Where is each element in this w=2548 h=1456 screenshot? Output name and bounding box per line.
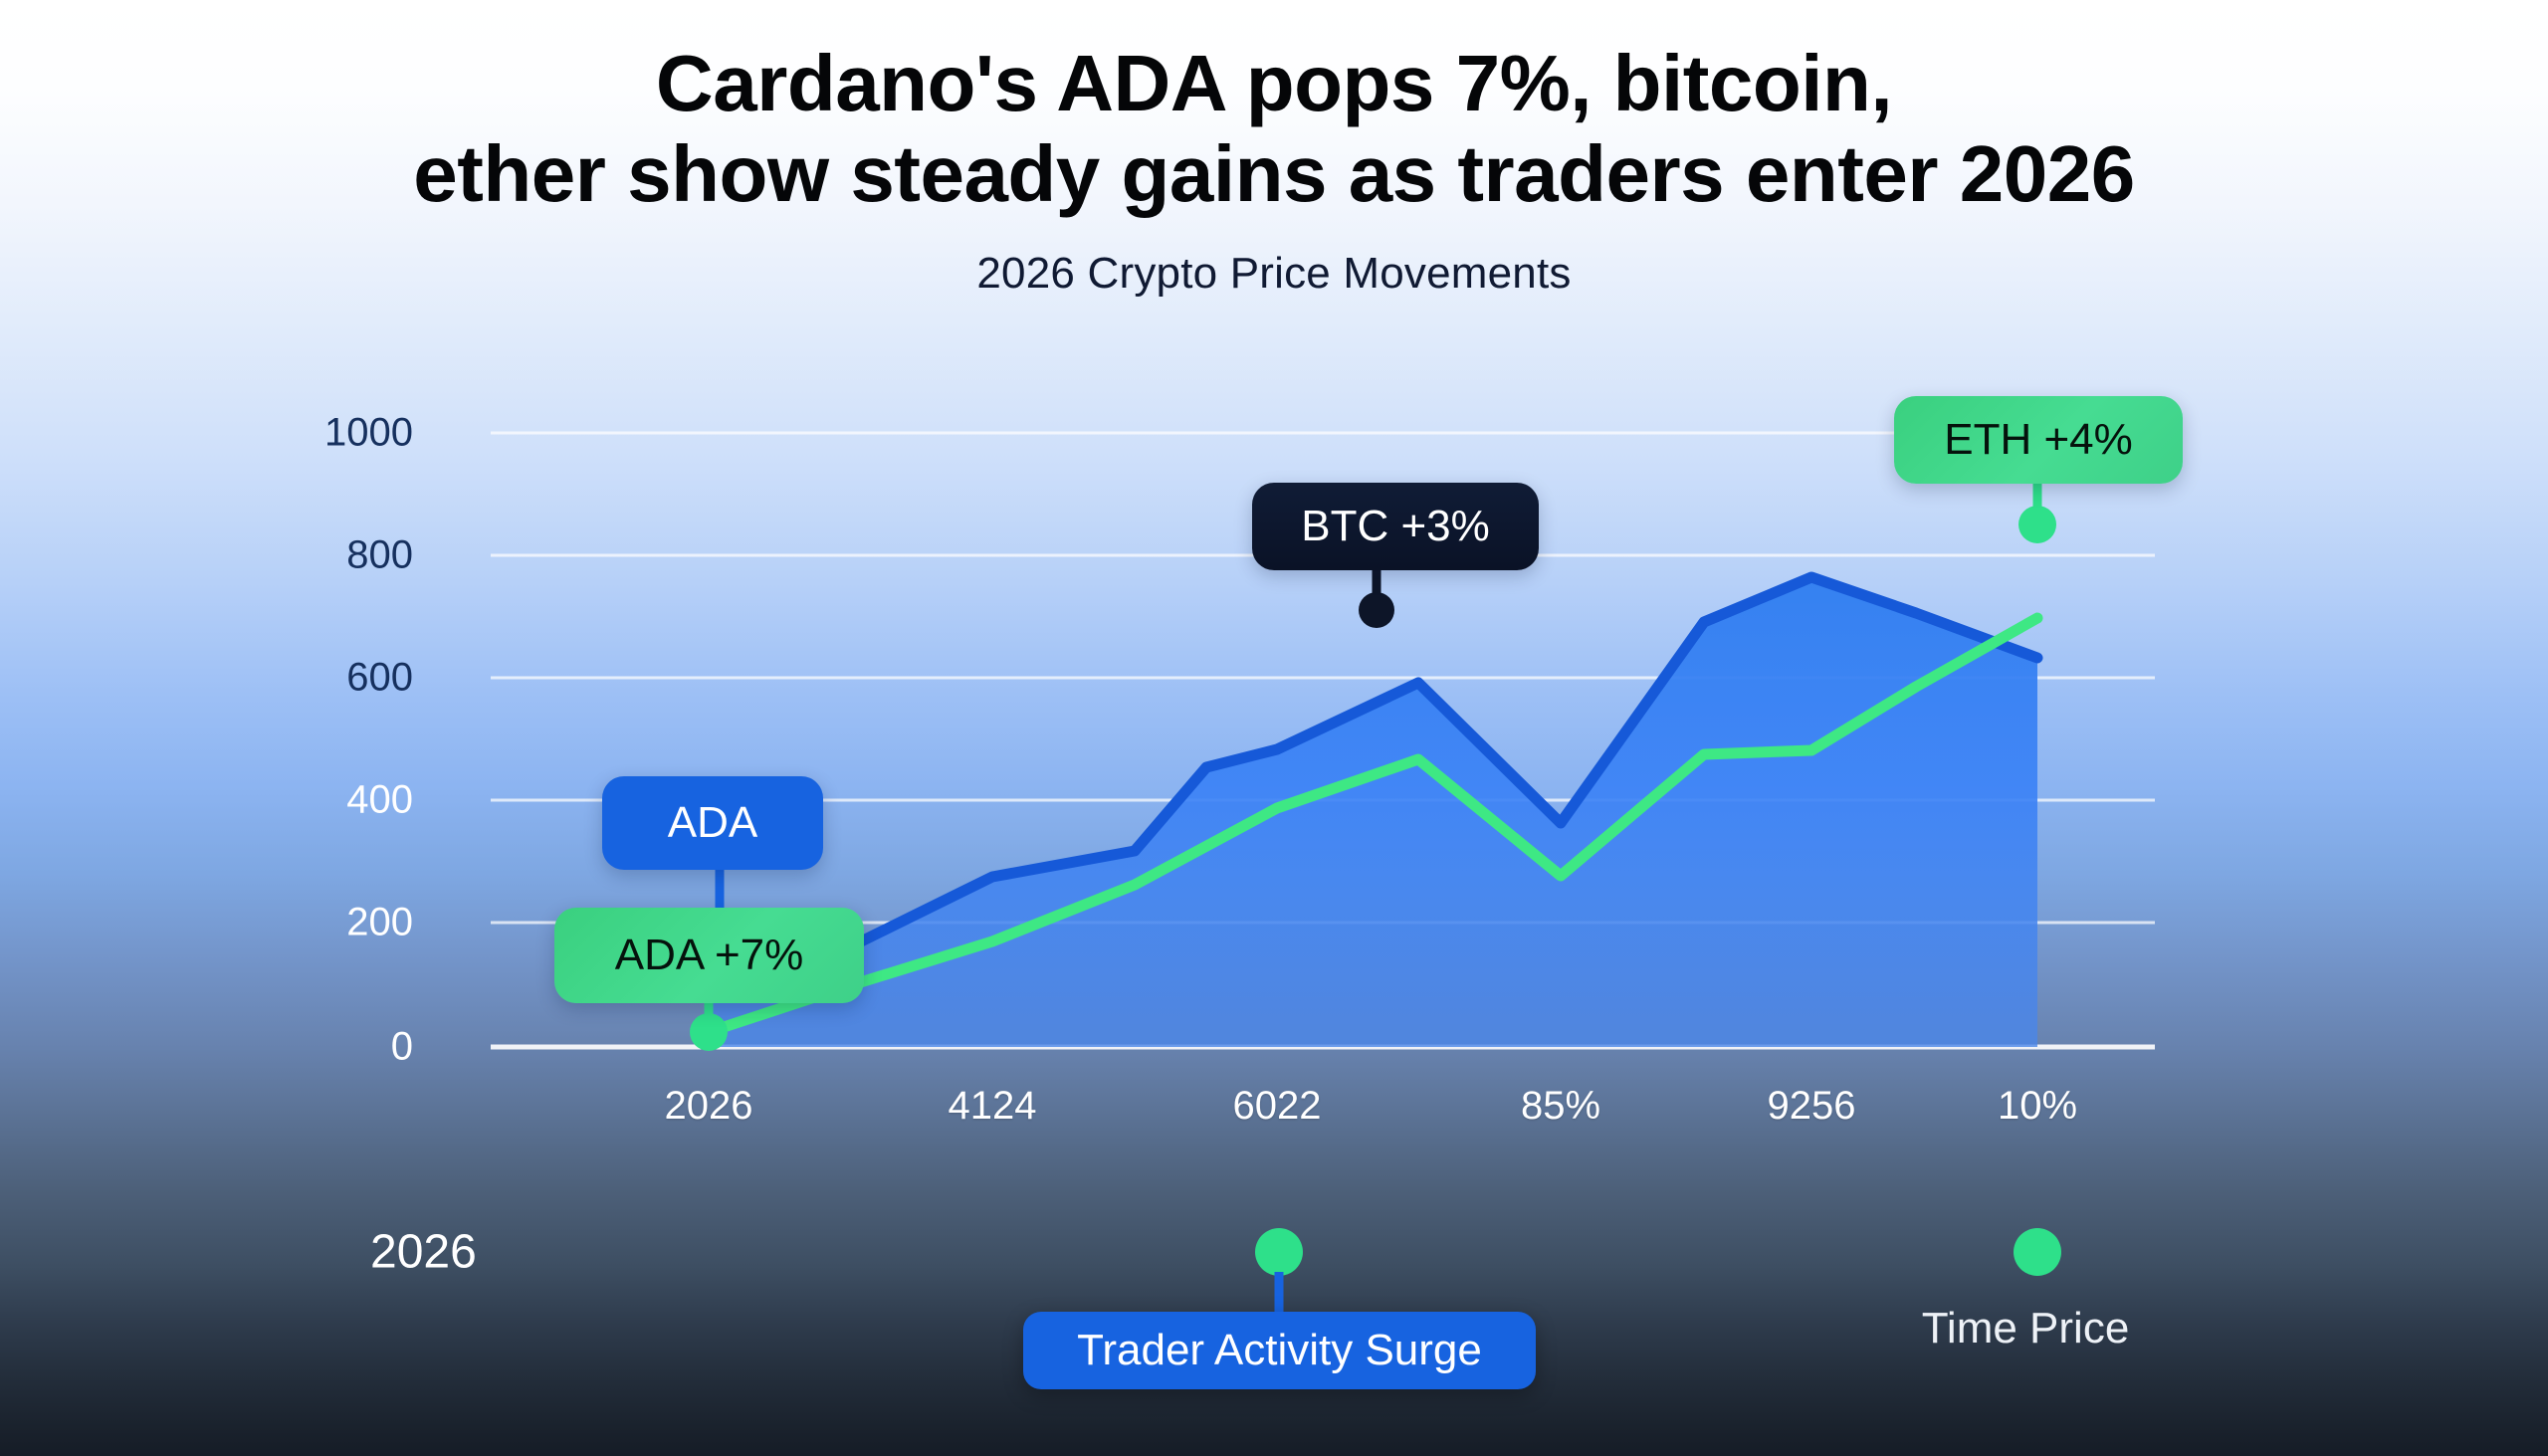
ada-series-badge[interactable]: ADA xyxy=(602,776,823,870)
header: Cardano's ADA pops 7%, bitcoin, ether sh… xyxy=(0,0,2548,299)
x-tick-2: 4124 xyxy=(948,1084,1037,1128)
x-tick-4: 85% xyxy=(1520,1084,1601,1128)
timeline-event-badge[interactable]: Trader Activity Surge xyxy=(1023,1312,1536,1389)
btc-area-fill xyxy=(709,577,2037,1047)
eth-data-point xyxy=(2018,506,2056,543)
x-tick-1: 2026 xyxy=(664,1084,753,1128)
y-tick-400: 400 xyxy=(346,777,413,822)
x-tick-5: 9256 xyxy=(1767,1084,1856,1128)
page-title-line-1: Cardano's ADA pops 7%, bitcoin, xyxy=(655,39,1893,127)
timeline-node-end[interactable] xyxy=(2014,1228,2061,1276)
page-title-line-2: ether show steady gains as traders enter… xyxy=(413,129,2135,219)
eth-line xyxy=(703,612,2043,1038)
y-tick-1000: 1000 xyxy=(324,410,413,455)
timeline-node-event[interactable] xyxy=(1255,1228,1303,1276)
chart-subtitle: 2026 Crypto Price Movements xyxy=(976,249,1572,299)
y-tick-200: 200 xyxy=(346,900,413,944)
timeline-start-label: 2026 xyxy=(370,1225,477,1279)
btc-line xyxy=(703,571,2043,986)
x-tick-6: 10% xyxy=(1997,1084,2078,1128)
ada-data-point xyxy=(690,1013,728,1051)
page-title: Cardano's ADA pops 7%, bitcoin, ether sh… xyxy=(0,0,2548,219)
y-tick-0: 0 xyxy=(390,1024,413,1069)
btc-data-point xyxy=(1359,592,1394,628)
btc-change-badge[interactable]: BTC +3% xyxy=(1252,483,1539,570)
x-tick-3: 6022 xyxy=(1232,1084,1322,1128)
y-tick-600: 600 xyxy=(346,655,413,700)
timeline-end-label: Time Price xyxy=(1921,1304,2130,1352)
y-tick-800: 800 xyxy=(346,532,413,577)
eth-change-badge[interactable]: ETH +4% xyxy=(1894,396,2183,484)
ada-change-badge[interactable]: ADA +7% xyxy=(554,908,864,1003)
